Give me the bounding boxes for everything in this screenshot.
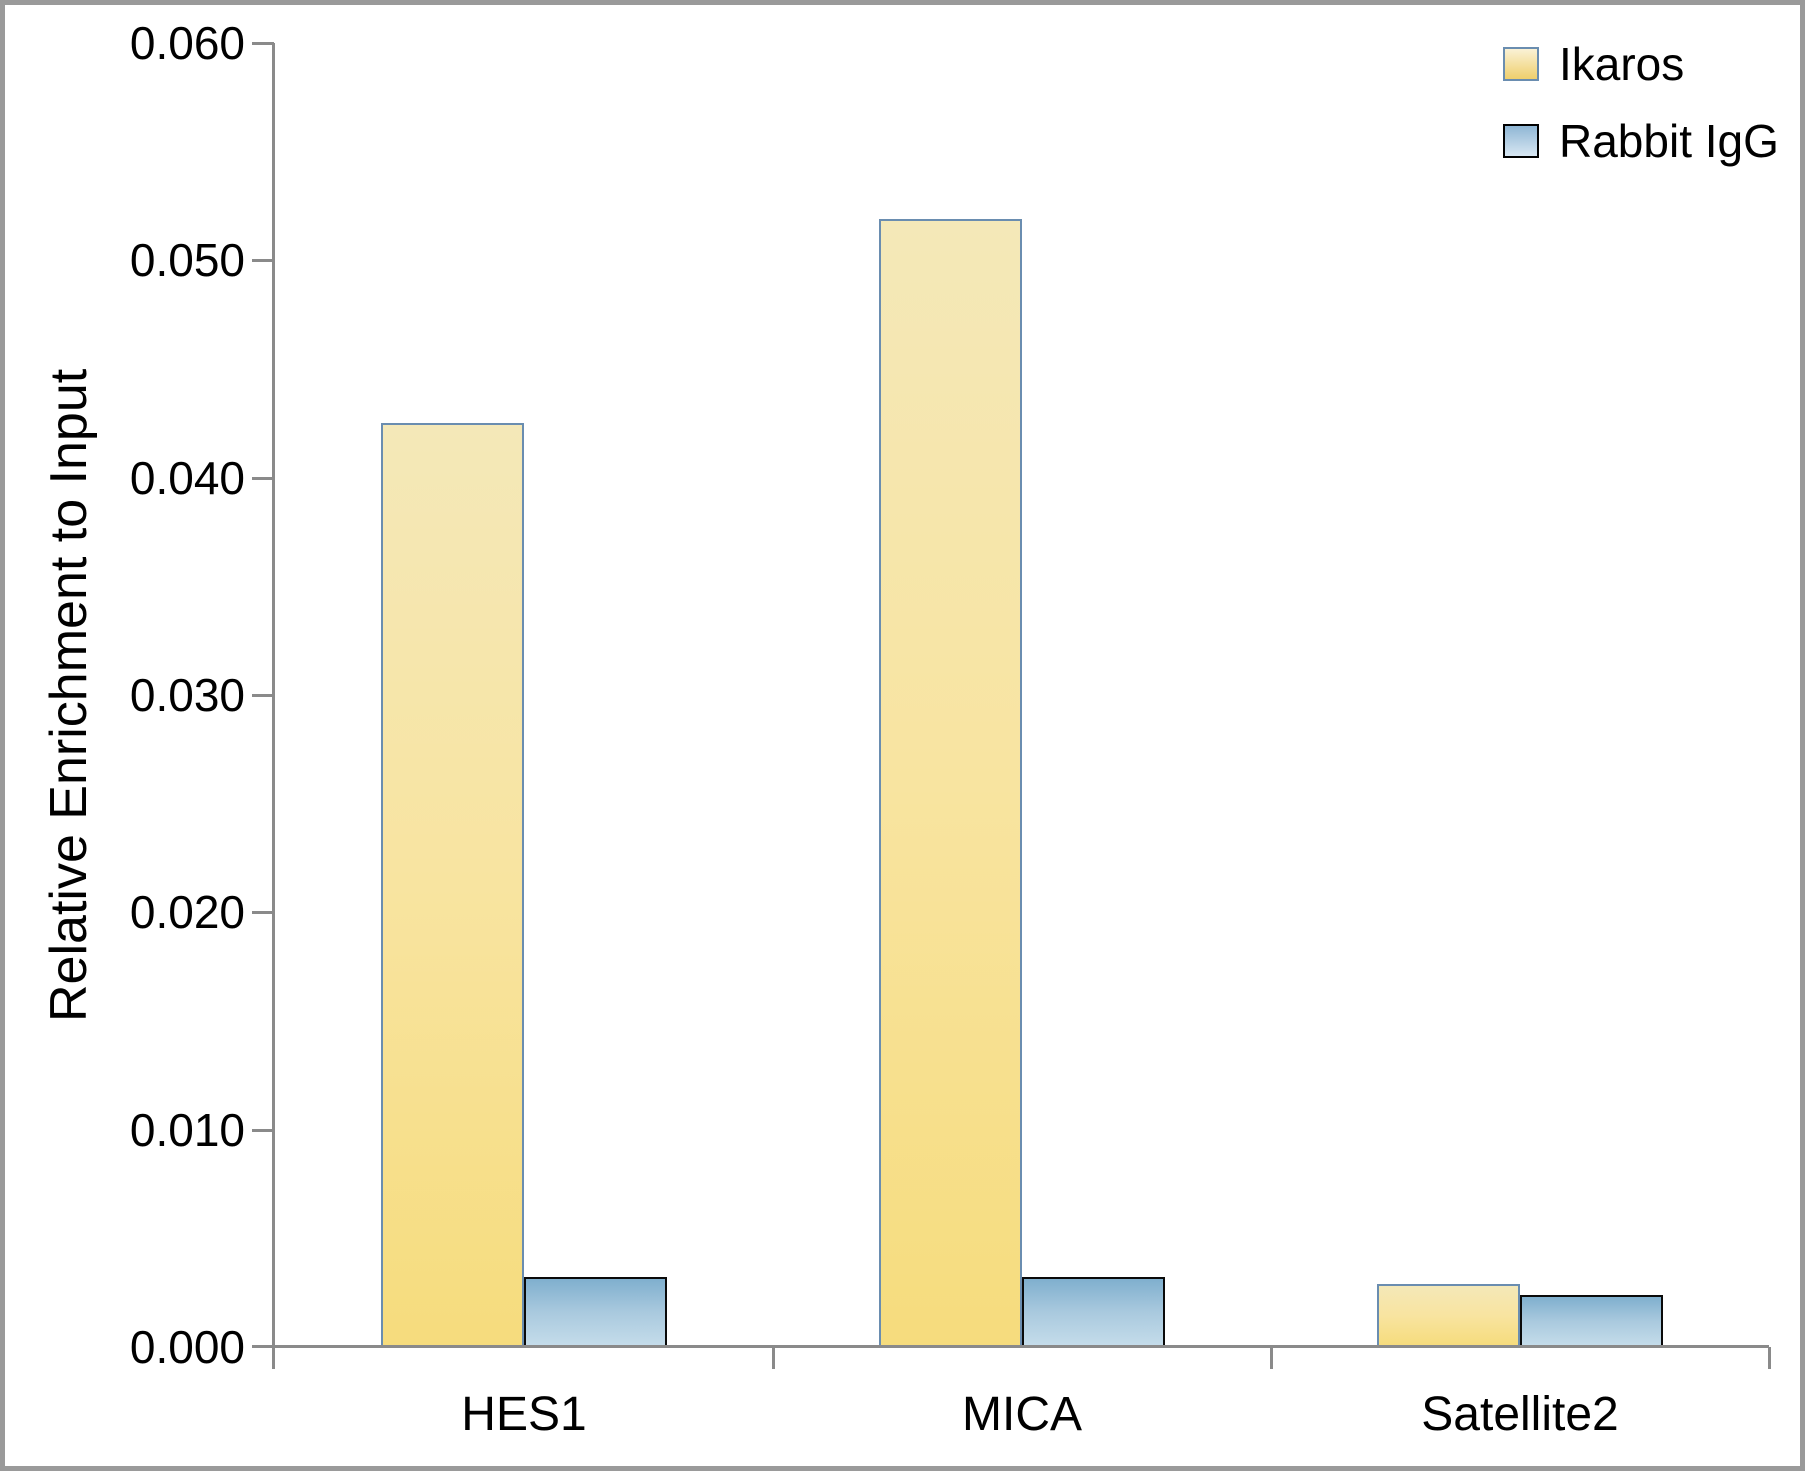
legend-label-rabbit-igg: Rabbit IgG [1559,115,1779,167]
y-tick-label: 0.000 [129,1321,245,1373]
bar-rabbit-igg-mica [1022,1277,1165,1345]
category-label-mica: MICA [962,1388,1082,1441]
x-tick [772,1347,775,1369]
bar-rabbit-igg-satellite2 [1520,1295,1663,1345]
y-tick-label: 0.020 [129,886,245,938]
y-tick [252,42,274,45]
category-label-hes1: HES1 [461,1388,587,1441]
x-tick [1768,1347,1771,1369]
y-tick [252,259,274,262]
y-tick [252,694,274,697]
y-tick-label: 0.060 [129,17,245,69]
y-tick-label: 0.040 [129,452,245,504]
category-label-satellite2: Satellite2 [1421,1388,1619,1441]
legend-label-ikaros: Ikaros [1559,38,1685,90]
x-tick [1270,1347,1273,1369]
legend-swatch-ikaros [1503,47,1539,81]
y-tick [252,477,274,480]
y-axis-line [272,43,275,1369]
bar-rabbit-igg-hes1 [524,1277,667,1345]
x-axis-line [252,1345,1769,1348]
bar-ikaros-hes1 [381,423,524,1345]
y-tick-label: 0.050 [129,234,245,286]
legend: Ikaros Rabbit IgG [1503,38,1779,200]
legend-swatch-rabbit-igg [1503,124,1539,158]
y-tick [252,1129,274,1132]
bar-ikaros-satellite2 [1377,1284,1520,1345]
y-tick [252,911,274,914]
y-tick-label: 0.030 [129,669,245,721]
legend-item-ikaros: Ikaros [1503,38,1779,90]
legend-item-rabbit-igg: Rabbit IgG [1503,115,1779,167]
y-tick-label: 0.010 [129,1104,245,1156]
bar-ikaros-mica [879,219,1022,1345]
